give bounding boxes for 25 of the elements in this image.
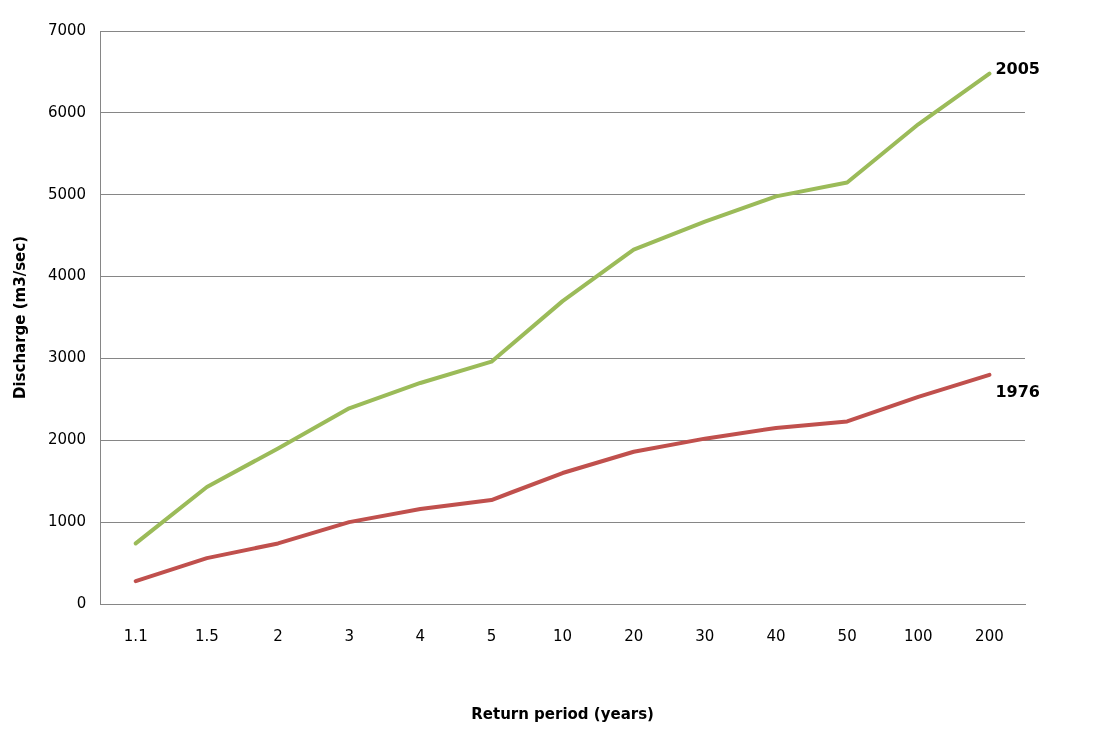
series-label: 1976: [995, 381, 1040, 401]
x-tick-label: 50: [837, 626, 857, 645]
x-tick-label: 4: [415, 626, 426, 645]
y-tick-label: 6000: [47, 102, 87, 121]
x-tick-label: 5: [486, 626, 497, 645]
y-tick-label: 4000: [47, 266, 87, 285]
y-tick-label: 2000: [47, 430, 87, 449]
x-tick-label: 20: [624, 626, 644, 645]
y-tick-label: 1000: [47, 512, 87, 531]
x-tick-label: 3: [344, 626, 354, 645]
y-tick-label: 0: [76, 593, 87, 612]
x-axis-title: Return period (years): [471, 704, 654, 723]
x-tick-label: 100: [903, 626, 933, 645]
y-axis-title: Discharge (m3/sec): [10, 236, 29, 399]
y-tick-label: 3000: [47, 348, 87, 367]
x-tick-label: 200: [975, 626, 1004, 645]
x-tick-label: 2: [273, 626, 283, 645]
x-tick-label: 30: [695, 626, 715, 645]
x-tick-label: 1.5: [194, 626, 219, 645]
x-tick-label: 10: [553, 626, 573, 645]
y-tick-label: 5000: [47, 184, 87, 203]
y-tick-label: 7000: [47, 20, 87, 39]
x-tick-label: 40: [766, 626, 786, 645]
x-tick-label: 1.1: [123, 626, 148, 645]
series-label: 2005: [995, 58, 1040, 78]
